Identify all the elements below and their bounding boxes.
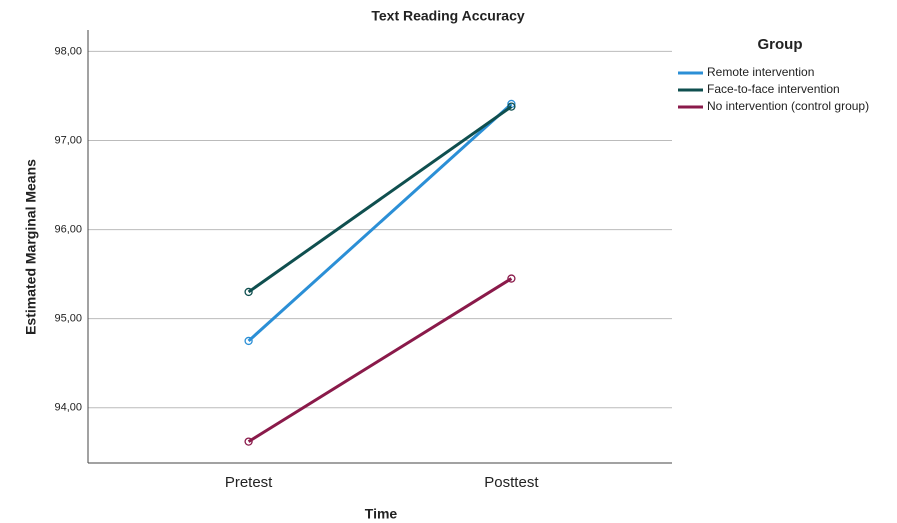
y-tick-label: 95,00 xyxy=(54,313,82,325)
point-marker xyxy=(507,102,516,111)
y-tick-label: 96,00 xyxy=(54,223,82,235)
legend-title: Group xyxy=(758,36,803,53)
legend-label: Face-to-face intervention xyxy=(707,82,840,96)
series-line xyxy=(247,277,513,443)
chart-title: Text Reading Accuracy xyxy=(371,8,524,24)
point-marker xyxy=(244,437,253,446)
y-axis-label: Estimated Marginal Means xyxy=(23,159,39,335)
legend-label: No intervention (control group) xyxy=(707,99,869,113)
y-tick-label: 98,00 xyxy=(54,45,82,57)
point-marker xyxy=(244,287,253,297)
legend-label: Remote intervention xyxy=(707,65,814,79)
x-tick-label: Posttest xyxy=(484,474,539,491)
x-tick-label: Pretest xyxy=(225,474,273,491)
y-tick-label: 97,00 xyxy=(54,134,82,146)
y-tick-label: 94,00 xyxy=(54,402,82,414)
point-marker xyxy=(244,336,253,346)
series-line xyxy=(247,102,513,343)
point-marker xyxy=(507,274,516,283)
series-line xyxy=(247,105,513,294)
x-axis-label: Time xyxy=(365,506,398,522)
